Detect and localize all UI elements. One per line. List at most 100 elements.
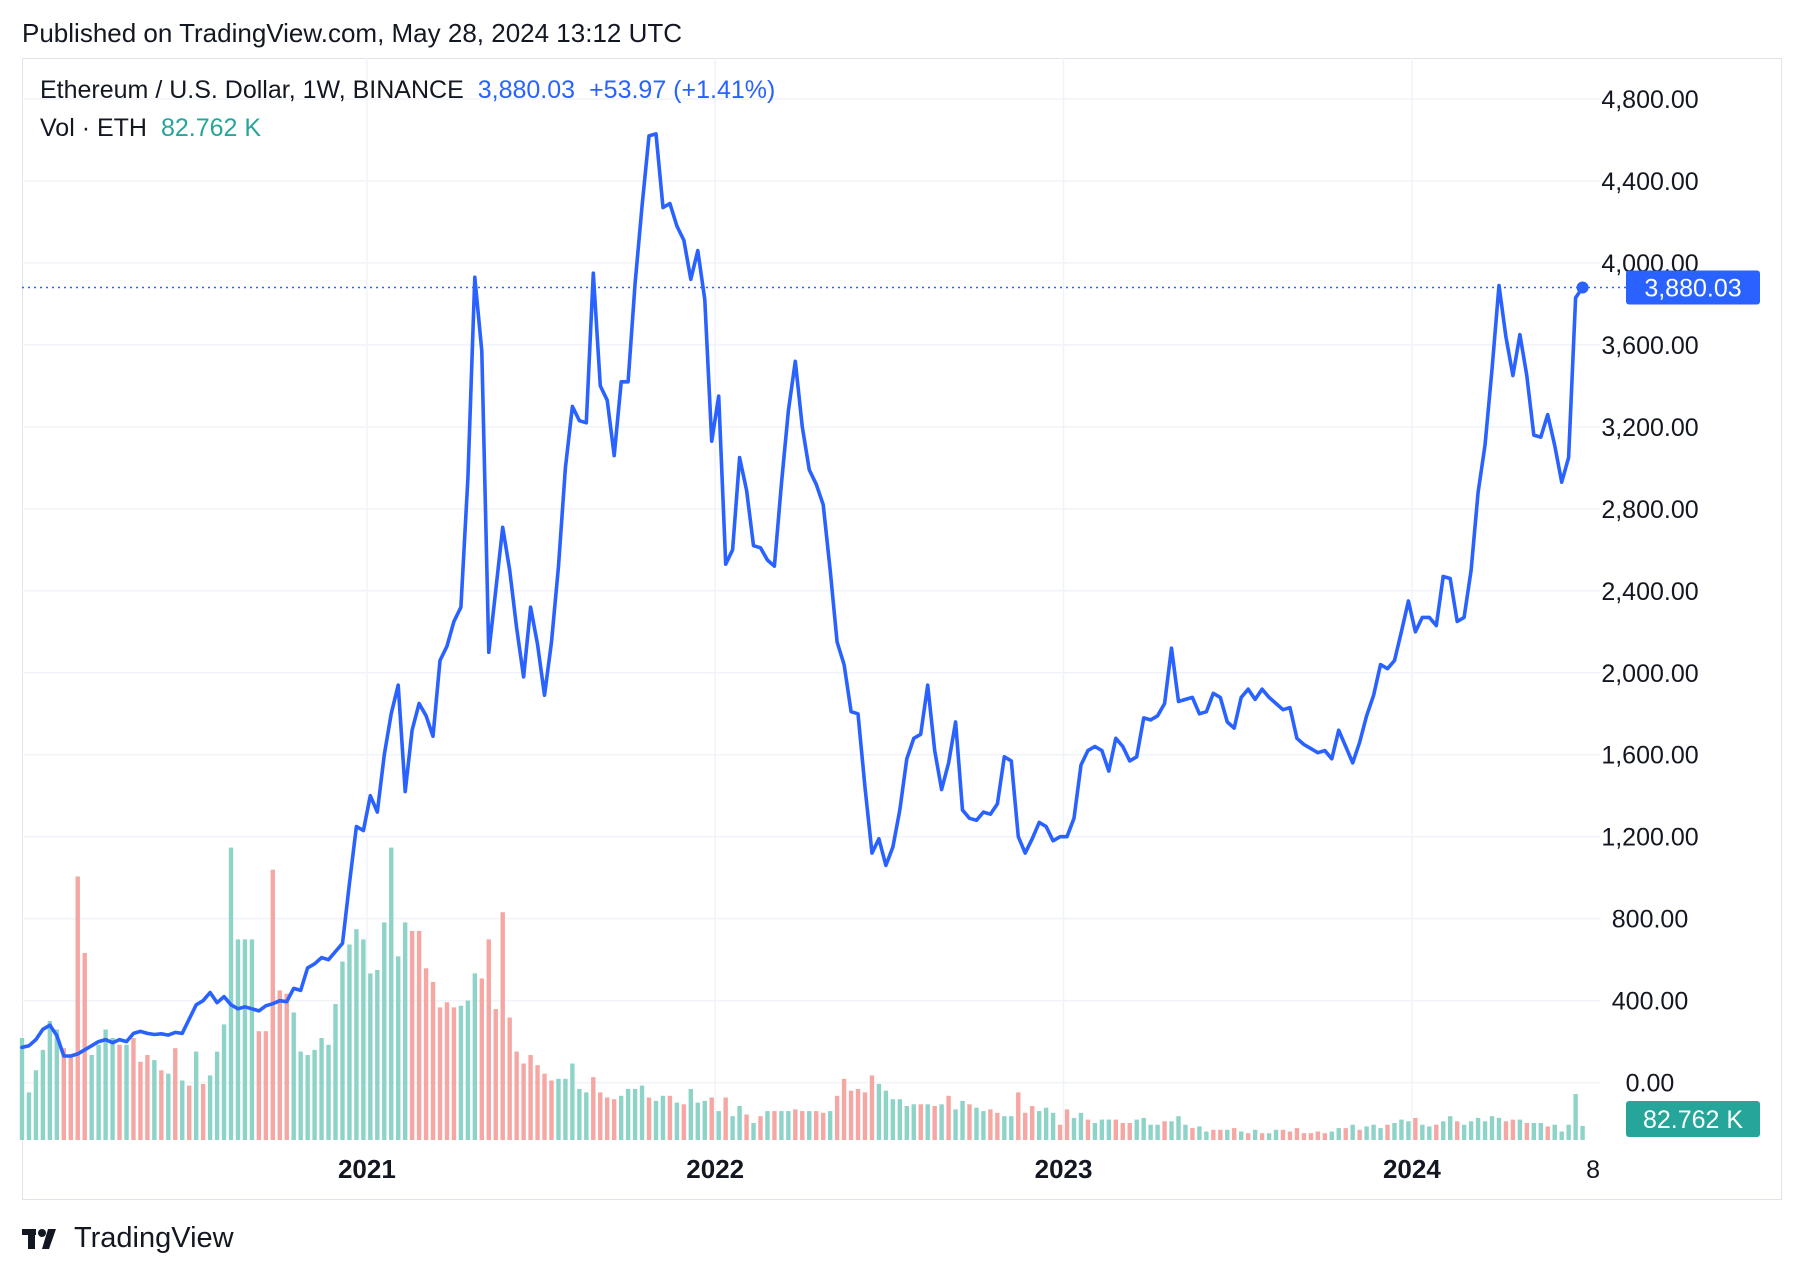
x-tick-label: 8: [1586, 1156, 1600, 1184]
volume-bar: [277, 990, 282, 1140]
volume-bar: [570, 1063, 575, 1140]
volume-bar: [1078, 1112, 1084, 1140]
volume-bar: [702, 1100, 707, 1140]
volume-bar: [1232, 1128, 1237, 1140]
tradingview-logo-icon: [22, 1228, 56, 1249]
volume-bar: [646, 1097, 652, 1140]
volume-bar: [953, 1109, 958, 1140]
last-price-badge: [1626, 270, 1760, 305]
volume-bar: [138, 1061, 143, 1140]
volume-bar: [1085, 1119, 1091, 1140]
y-tick-label: 2,800.00: [1601, 496, 1698, 524]
volume-bar: [834, 1095, 840, 1140]
volume-bar: [1350, 1124, 1355, 1140]
volume-bar: [409, 930, 415, 1140]
volume-bar: [758, 1116, 763, 1140]
volume-bar: [772, 1111, 777, 1140]
price-line[interactable]: [20, 132, 1585, 1058]
volume-bar: [946, 1095, 951, 1140]
volume-bar: [1378, 1128, 1383, 1140]
volume-bar: [1413, 1117, 1418, 1140]
volume-bar: [793, 1109, 798, 1140]
volume-bar: [1524, 1123, 1530, 1140]
volume-bar: [354, 929, 359, 1140]
volume-bar: [472, 973, 478, 1140]
volume-bar: [180, 1080, 185, 1140]
volume-bar: [19, 1038, 25, 1140]
volume-bar: [932, 1106, 937, 1140]
volume-bar: [869, 1075, 875, 1140]
volume-badge-text: 82.762 K: [1643, 1106, 1743, 1134]
legend-symbol[interactable]: Ethereum / U.S. Dollar, 1W, BINANCE: [40, 76, 464, 104]
volume-bar: [1301, 1133, 1307, 1140]
volume-bar: [618, 1095, 624, 1140]
volume-bar: [1036, 1111, 1042, 1140]
volume-bar: [75, 876, 80, 1140]
y-tick-label: 4,400.00: [1601, 168, 1698, 196]
volume-bar: [1336, 1128, 1341, 1140]
x-tick-label: 2021: [338, 1154, 396, 1184]
volume-bar: [173, 1048, 178, 1140]
volume-bar: [765, 1111, 770, 1140]
legend-volume-row: Vol · ETH 82.762 K: [40, 114, 261, 143]
volume-bar: [333, 1004, 338, 1140]
volume-bar: [1475, 1117, 1481, 1140]
volume-bar: [249, 939, 255, 1140]
volume-bar: [458, 1005, 464, 1140]
volume-bar: [117, 1044, 122, 1140]
volume-bar: [340, 961, 345, 1140]
volume-bar: [1029, 1106, 1035, 1140]
volume-bar: [939, 1104, 944, 1140]
volume-bar: [1559, 1131, 1564, 1140]
volume-bar: [1211, 1129, 1216, 1140]
volume-bar: [1120, 1123, 1125, 1140]
tradingview-footer[interactable]: TradingView: [22, 1222, 234, 1255]
volume-bar: [89, 1055, 94, 1140]
volume-bar: [1322, 1133, 1328, 1140]
volume-bar: [187, 1085, 192, 1140]
volume-bar: [1002, 1116, 1007, 1140]
legend-volume-label[interactable]: Vol · ETH: [40, 114, 147, 142]
volume-bar: [312, 1049, 317, 1140]
volume-bar: [54, 1029, 60, 1140]
volume-bar: [786, 1111, 791, 1140]
volume-bar: [61, 1048, 67, 1140]
chart-frame[interactable]: [22, 58, 1782, 1200]
volume-bar: [1023, 1112, 1028, 1140]
volume-bar: [1580, 1125, 1585, 1140]
volume-bar: [709, 1097, 714, 1140]
volume-bar: [430, 981, 436, 1140]
volume-bar: [674, 1102, 680, 1140]
volume-bar: [1461, 1124, 1467, 1140]
volume-bar: [1552, 1124, 1557, 1140]
volume-bar: [68, 1055, 73, 1140]
volume-bar: [1183, 1124, 1188, 1140]
volume-bar: [1517, 1119, 1523, 1140]
volume-bar: [820, 1112, 826, 1140]
volume-bar: [1329, 1131, 1334, 1140]
volume-bar: [214, 1051, 220, 1140]
volume-bar: [535, 1065, 540, 1140]
y-tick-label: 400.00: [1612, 988, 1688, 1016]
volume-bar: [103, 1029, 108, 1140]
volume-bar: [256, 1031, 262, 1140]
volume-bar: [1489, 1116, 1495, 1140]
volume-bar: [423, 968, 429, 1140]
volume-bar: [681, 1104, 687, 1140]
volume-bar: [479, 978, 485, 1140]
last-price-dot: [1576, 281, 1589, 294]
volume-bar: [444, 1002, 450, 1140]
volume-bar: [897, 1099, 903, 1140]
volume-bar: [40, 1049, 46, 1140]
volume-bar: [918, 1104, 923, 1140]
volume-bar: [131, 1038, 136, 1140]
volume-bar: [807, 1111, 812, 1140]
volume-bar: [1064, 1109, 1070, 1140]
volume-bar: [347, 944, 352, 1140]
volume-bar: [1406, 1121, 1411, 1140]
legend-change: +53.97 (+1.41%): [589, 76, 776, 104]
volume-bar: [1266, 1133, 1272, 1140]
volume-bar: [110, 1038, 115, 1140]
y-tick-label: 1,600.00: [1601, 742, 1698, 770]
